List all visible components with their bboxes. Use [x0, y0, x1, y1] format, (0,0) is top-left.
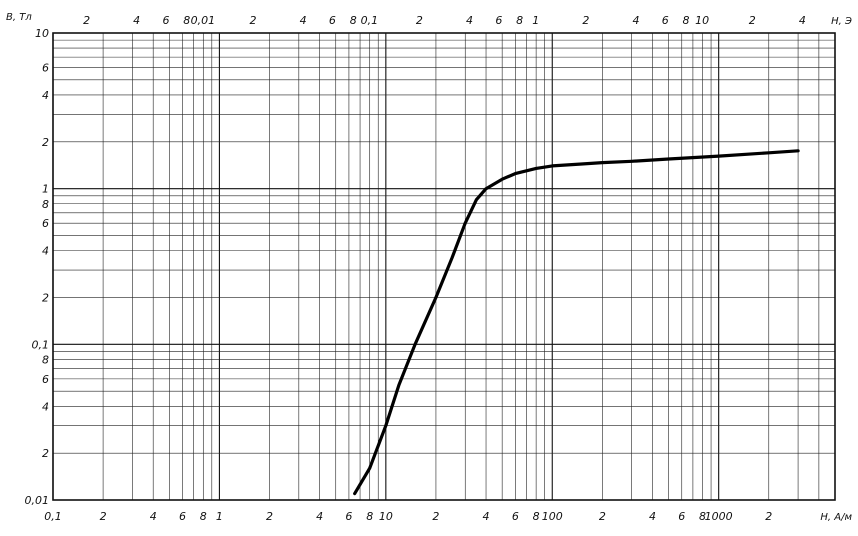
- x-tick-label: 4: [150, 510, 157, 523]
- x-tick-label: 8: [533, 510, 540, 523]
- x2-tick-label: 6: [329, 14, 336, 27]
- x2-tick-label: 10: [695, 14, 709, 27]
- y-tick-label: 8: [42, 198, 49, 211]
- x-tick-label: 1000: [705, 510, 733, 523]
- x-tick-label: 4: [649, 510, 656, 523]
- x2-tick-label: 4: [133, 14, 140, 27]
- x2-tick-label: 4: [632, 14, 639, 27]
- x-tick-label: 1: [216, 510, 223, 523]
- y-tick-label: 6: [42, 373, 49, 386]
- y-tick-label: 0,1: [32, 338, 50, 351]
- x2-tick-label: 8: [183, 14, 190, 27]
- x-tick-label: 0,1: [44, 510, 62, 523]
- x-tick-label: 2: [266, 510, 273, 523]
- x2-tick-label: 6: [662, 14, 669, 27]
- x2-tick-label: 2: [416, 14, 423, 27]
- x2-tick-label: 0,1: [361, 14, 379, 27]
- y-tick-label: 4: [42, 89, 49, 102]
- x-tick-label: 100: [542, 510, 563, 523]
- x2-tick-label: 8: [516, 14, 523, 27]
- x-tick-label: 6: [512, 510, 519, 523]
- x2-tick-label: 2: [83, 14, 90, 27]
- x2-tick-label: 2: [749, 14, 756, 27]
- y-axis-title: B, Тл: [6, 12, 32, 23]
- y-tick-label: 0,01: [25, 494, 50, 507]
- x2-tick-label: 8: [350, 14, 357, 27]
- x-tick-label: 8: [366, 510, 373, 523]
- x-tick-label: 8: [200, 510, 207, 523]
- x-tick-label: 10: [379, 510, 393, 523]
- magnetization-curve-line: [353, 149, 800, 496]
- x2-tick-label: 4: [799, 14, 806, 27]
- chart-grid: [52, 32, 836, 501]
- x2-tick-label: 2: [582, 14, 589, 27]
- x-tick-label: 2: [100, 510, 107, 523]
- x2-tick-label: 4: [466, 14, 473, 27]
- x2-tick-label: 0,01: [191, 14, 216, 27]
- x-tick-label: 2: [432, 510, 439, 523]
- y-tick-label: 4: [42, 400, 49, 413]
- y-tick-label: 2: [42, 291, 49, 304]
- y-tick-label: 6: [42, 62, 49, 75]
- y-tick-label: 10: [35, 27, 49, 40]
- x-tick-label: 6: [678, 510, 685, 523]
- x2-tick-label: 4: [300, 14, 307, 27]
- x2-tick-label: 6: [162, 14, 169, 27]
- x-tick-label: 8: [699, 510, 706, 523]
- x-tick-label: 2: [599, 510, 606, 523]
- y-tick-label: 2: [42, 447, 49, 460]
- x-tick-label: 6: [345, 510, 352, 523]
- x2-axis-title: H, Э: [831, 16, 852, 27]
- y-tick-label: 2: [42, 136, 49, 149]
- y-tick-label: 8: [42, 353, 49, 366]
- x-axis-title: H, A/м: [820, 512, 852, 523]
- x-tick-label: 4: [483, 510, 490, 523]
- x-tick-label: 4: [316, 510, 323, 523]
- x2-tick-label: 1: [532, 14, 539, 27]
- x2-tick-label: 8: [683, 14, 690, 27]
- y-tick-label: 1: [42, 183, 49, 196]
- x2-tick-label: 2: [250, 14, 257, 27]
- y-tick-label: 4: [42, 245, 49, 258]
- y-tick-label: 6: [42, 217, 49, 230]
- x-tick-label: 2: [765, 510, 772, 523]
- x2-tick-label: 6: [495, 14, 502, 27]
- plot-frame: [52, 32, 836, 501]
- x-tick-label: 6: [179, 510, 186, 523]
